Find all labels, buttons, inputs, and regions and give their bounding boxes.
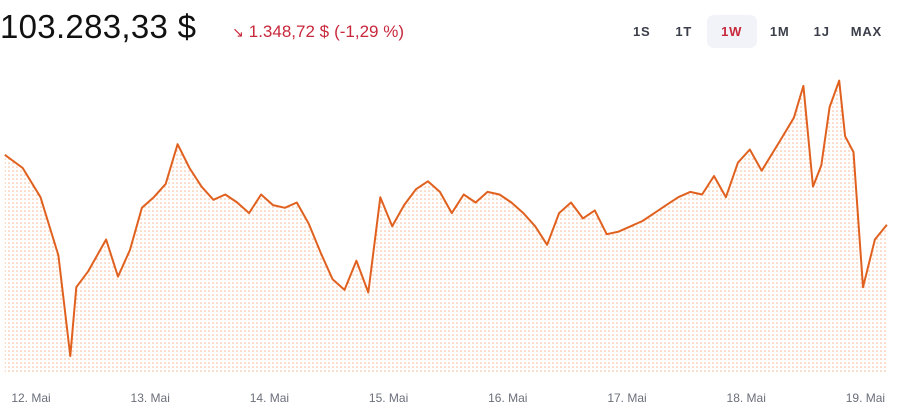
x-axis: 12. Mai 13. Mai 14. Mai 15. Mai 16. Mai 17. M… xyxy=(11,391,885,405)
range-button-1s[interactable]: 1S xyxy=(632,24,651,39)
x-tick-label: 17. Mai xyxy=(607,391,646,405)
price-area-fill xyxy=(4,80,887,372)
x-tick-label: 13. Mai xyxy=(131,391,170,405)
range-button-1w[interactable]: 1W xyxy=(706,15,757,48)
current-price: 103.283,33 $ xyxy=(0,8,197,45)
range-button-1j[interactable]: 1J xyxy=(813,24,830,39)
price-chart[interactable]: 12. Mai 13. Mai 14. Mai 15. Mai 16. Mai 17. M… xyxy=(0,62,900,408)
x-tick-label: 15. Mai xyxy=(369,391,408,405)
range-button-1t[interactable]: 1T xyxy=(675,24,693,39)
x-tick-label: 18. Mai xyxy=(727,391,766,405)
x-tick-label: 12. Mai xyxy=(11,391,50,405)
change-amount: 1.348,72 $ xyxy=(248,22,330,41)
change-percent: (-1,29 %) xyxy=(334,22,405,41)
range-button-max[interactable]: MAX xyxy=(850,24,882,39)
x-tick-label: 19. Mai xyxy=(846,391,885,405)
time-range-selector: 1S 1T 1W 1M 1J MAX xyxy=(623,15,888,48)
range-button-1m[interactable]: 1M xyxy=(769,24,790,39)
price-line xyxy=(4,79,888,358)
arrow-down-right-icon: ↘ xyxy=(232,23,244,40)
price-header: 103.283,33 $ ↘ 1.348,72 $ (-1,29 %) 1S 1… xyxy=(0,0,900,62)
price-chart-svg: 12. Mai 13. Mai 14. Mai 15. Mai 16. Mai 17. M… xyxy=(4,79,888,405)
price-change: ↘ 1.348,72 $ (-1,29 %) xyxy=(232,22,404,42)
x-tick-label: 14. Mai xyxy=(250,391,289,405)
x-tick-label: 16. Mai xyxy=(488,391,527,405)
